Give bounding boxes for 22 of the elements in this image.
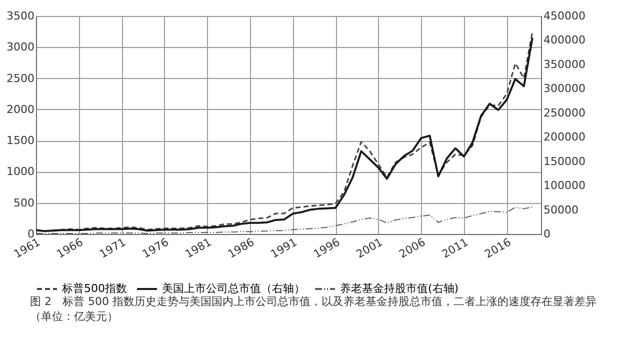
legend-label: 标普500指数 [61, 282, 127, 295]
y2-tick-label: 0 [544, 228, 550, 240]
y2-tick-label: 50000 [544, 203, 578, 216]
y2-tick-label: 250000 [544, 106, 586, 120]
y-tick-label: 1000 [6, 165, 34, 178]
y2-tick-label: 200000 [544, 130, 586, 144]
y2-tick-label: 450000 [544, 10, 586, 22]
y-tick-label: 500 [14, 196, 34, 210]
y-tick-label: 1500 [6, 134, 34, 148]
legend-label: 美国上市公司总市值（右轴） [162, 282, 305, 295]
y-tick-label: 2000 [6, 102, 34, 116]
y-tick-label: 3000 [6, 40, 34, 54]
y2-tick-label: 100000 [544, 179, 586, 192]
y-tick-label: 3500 [6, 10, 34, 22]
y-tick-label: 2500 [6, 72, 34, 85]
legend-label: 养老基金持股市值(右轴) [340, 282, 459, 295]
y-tick-label: 0 [28, 228, 34, 240]
y2-tick-label: 350000 [544, 58, 586, 71]
y2-tick-label: 150000 [544, 154, 586, 168]
caption: 图 2 标普 500 指数历史走势与美国国内上市公司总市值，以及养老基金持股总市值，二者上涨的速度存在显著差异（单位：亿美元） [30, 294, 598, 324]
y2-tick-label: 400000 [544, 34, 586, 47]
y2-tick-label: 300000 [544, 82, 586, 96]
